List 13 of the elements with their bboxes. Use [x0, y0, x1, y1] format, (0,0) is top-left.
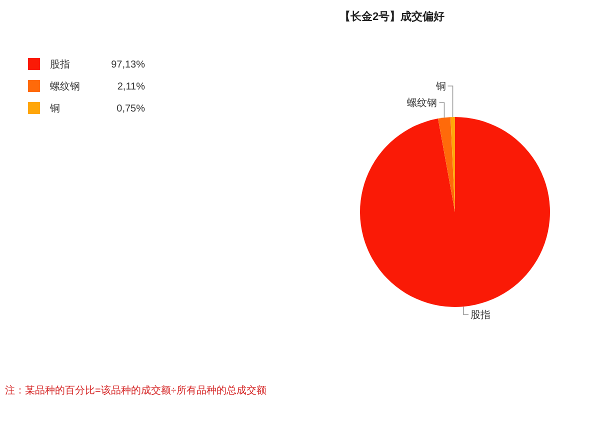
data-label: 97,13%	[111, 60, 146, 70]
data-label: 0,75%	[116, 104, 146, 114]
pie-slice	[360, 117, 550, 307]
legend-label: 股指	[50, 58, 70, 70]
slice-label: 股指	[470, 309, 491, 322]
legend-label: 铜	[49, 104, 60, 114]
slice-label: 铜	[434, 82, 446, 93]
data-label: 2,11%	[117, 82, 146, 92]
text: 注：某品种的百分比=该品种的成交额÷所有品种的总成交额	[5, 384, 266, 396]
legend-label: 螺纹钢	[50, 80, 80, 92]
slice-label: 螺纹钢	[407, 97, 438, 110]
chart-title: 【长金2号】成交偏好	[339, 10, 445, 23]
pie-slice	[438, 117, 455, 212]
